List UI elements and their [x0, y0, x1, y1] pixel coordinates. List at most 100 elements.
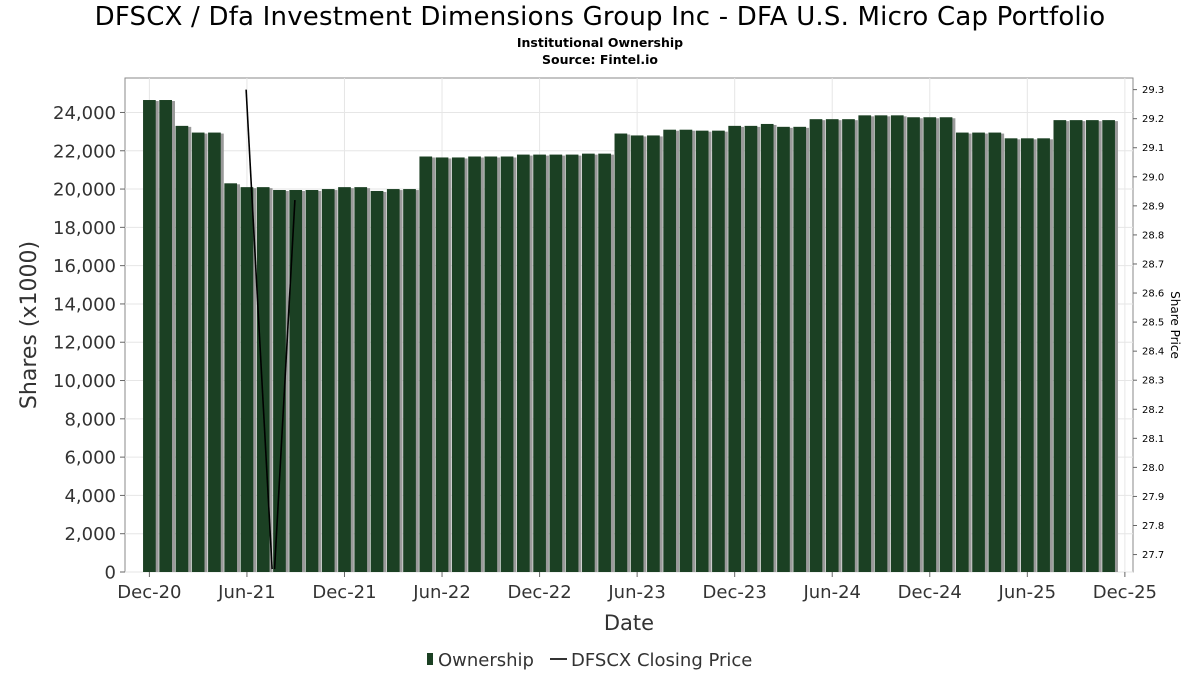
ownership-bar [598, 153, 611, 573]
ownership-bar [647, 135, 660, 572]
ownership-bar [923, 117, 937, 572]
y2-axis-ticks: 27.7 27.8 27.9 28.0 28.1 28.2 28.3 28.4 28.5 28.6… [1133, 85, 1164, 561]
ownership-bar [159, 100, 172, 572]
ownership-bar [273, 190, 286, 572]
y2-tick-label: 28.3 [1142, 376, 1164, 387]
ownership-bar [143, 100, 156, 572]
y-axis-ticks: 0 2,000 4,000 6,000 8,000 10,000 12,000 14,000 1… [53, 103, 125, 584]
y2-tick-label: 28.7 [1142, 259, 1164, 270]
y2-tick-label: 28.2 [1142, 405, 1164, 416]
ownership-bar [1086, 120, 1099, 573]
ownership-bar [939, 117, 953, 572]
ownership-bar [354, 187, 368, 573]
ownership-bar [549, 154, 563, 572]
x-tick-label: Dec-24 [898, 582, 962, 603]
ownership-bar [663, 129, 676, 572]
x-axis-ticks: Dec-20 Jun-21 Dec-21 Jun-22 Dec-22 Jun-23 Dec-… [117, 572, 1157, 603]
ownership-bar [208, 132, 221, 572]
ownership-bar [907, 117, 920, 572]
ownership-bar [874, 115, 888, 572]
ownership-bar [988, 132, 1002, 572]
y-tick-label: 8,000 [64, 409, 116, 430]
chart-subtitle: Institutional Ownership [516, 35, 684, 50]
legend-ownership-label: Ownership [438, 650, 534, 671]
y-tick-label: 18,000 [53, 218, 116, 239]
x-tick-label: Dec-22 [507, 582, 571, 603]
ownership-bar [175, 125, 189, 572]
ownership-bar [582, 153, 595, 573]
y2-tick-label: 29.3 [1142, 85, 1164, 96]
x-tick-label: Jun-24 [802, 582, 861, 603]
price-line [245, 89, 296, 570]
ownership-bar [777, 126, 790, 572]
ownership-bar [760, 123, 774, 572]
ownership-bar [370, 190, 384, 572]
y2-tick-label: 29.2 [1142, 114, 1164, 125]
ownership-bar [289, 190, 303, 572]
y2-tick-label: 28.8 [1142, 230, 1164, 241]
x-tick-label: Jun-23 [607, 582, 666, 603]
ownership-bars [143, 100, 1118, 573]
ownership-bar [744, 125, 758, 572]
y-tick-label: 4,000 [64, 486, 116, 507]
ownership-bar [972, 132, 985, 572]
ownership-bar [695, 130, 709, 573]
y2-tick-label: 29.0 [1142, 172, 1164, 183]
y-tick-label: 2,000 [64, 524, 116, 545]
ownership-bar [305, 190, 319, 572]
ownership-bar [386, 189, 400, 572]
ownership-bar [516, 154, 530, 572]
ownership-bar [728, 125, 742, 572]
ownership-bar [825, 119, 839, 573]
x-tick-label: Dec-25 [1093, 582, 1157, 603]
ownership-bar [468, 156, 481, 572]
y2-tick-label: 28.4 [1142, 347, 1164, 358]
ownership-bar [679, 129, 693, 572]
x-axis-label: Date [604, 611, 654, 635]
legend-ownership-swatch [427, 653, 433, 665]
x-tick-label: Dec-23 [703, 582, 767, 603]
y-tick-label: 16,000 [53, 256, 116, 277]
y-tick-label: 10,000 [53, 371, 116, 392]
y-axis-label: Shares (x1000) [17, 241, 42, 409]
x-tick-label: Dec-21 [312, 582, 376, 603]
ownership-bar [1037, 138, 1050, 572]
ownership-bar [712, 130, 725, 573]
ownership-bar [842, 119, 855, 573]
y2-tick-label: 28.6 [1142, 289, 1164, 300]
y-tick-label: 6,000 [64, 448, 116, 469]
price-line-segment [245, 89, 273, 570]
ownership-bar [224, 183, 238, 573]
ownership-bar [1004, 138, 1018, 572]
ownership-bar [1020, 138, 1034, 572]
ownership-bar [191, 132, 205, 572]
ownership-bar [533, 154, 546, 572]
ownership-bar [338, 187, 351, 573]
y2-tick-label: 29.1 [1142, 143, 1164, 154]
ownership-bar [451, 157, 465, 572]
ownership-bar [630, 135, 644, 572]
ownership-bar [565, 154, 579, 572]
legend-price-label: DFSCX Closing Price [571, 650, 752, 671]
y-tick-label: 14,000 [53, 294, 116, 315]
ownership-bar [240, 187, 254, 573]
x-tick-label: Dec-20 [117, 582, 181, 603]
ownership-bar [955, 132, 969, 572]
x-tick-label: Jun-22 [412, 582, 471, 603]
y2-tick-label: 27.8 [1142, 521, 1164, 532]
ownership-bar [435, 157, 449, 572]
ownership-bar [484, 156, 498, 572]
x-tick-label: Jun-25 [998, 582, 1057, 603]
y2-axis-label: Share Price [1168, 291, 1182, 359]
ownership-bar [890, 115, 904, 572]
y2-tick-label: 27.7 [1142, 550, 1164, 561]
ownership-bar [321, 189, 335, 572]
ownership-bar [614, 133, 628, 572]
y2-tick-label: 27.9 [1142, 492, 1164, 503]
y2-tick-label: 28.1 [1142, 434, 1164, 445]
ownership-bar [1053, 120, 1067, 573]
x-tick-label: Jun-21 [217, 582, 276, 603]
y-tick-label: 22,000 [53, 141, 116, 162]
ownership-bar [1102, 120, 1115, 573]
